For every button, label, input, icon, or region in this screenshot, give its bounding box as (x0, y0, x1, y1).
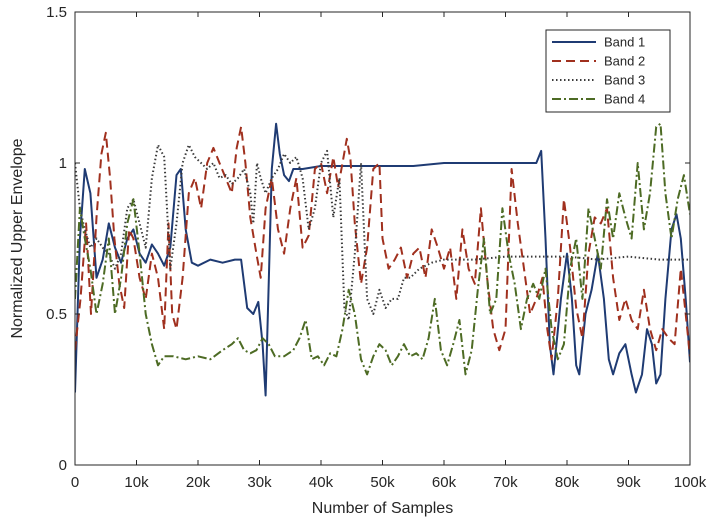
x-tick-label: 20k (186, 474, 211, 491)
plot-lines (75, 122, 690, 397)
x-tick-label: 0 (71, 474, 79, 491)
legend: Band 1 Band 2 Band 3 Band 4 (545, 29, 671, 113)
y-tick-label: 1 (59, 155, 67, 172)
x-axis-label: Number of Samples (312, 500, 453, 517)
y-tick-label: 1.5 (46, 4, 67, 21)
x-tick-label: 60k (432, 474, 457, 491)
series-line-band-2 (75, 125, 690, 361)
y-axis-ticks: 0 0.5 1 1.5 (46, 4, 690, 474)
x-tick-label: 10k (124, 474, 149, 491)
x-axis-ticks: 0 10k 20k 30k 40k 50k 60k 70k 80k 90k 100k (71, 12, 707, 491)
legend-label-band-2: Band 2 (604, 54, 645, 69)
y-tick-label: 0 (59, 457, 67, 474)
legend-label-band-4: Band 4 (604, 92, 645, 107)
x-tick-label: 40k (309, 474, 334, 491)
y-axis-label: Normalized Upper Envelope (9, 138, 26, 338)
legend-label-band-3: Band 3 (604, 73, 645, 88)
x-tick-label: 50k (370, 474, 395, 491)
x-tick-label: 100k (674, 474, 707, 491)
series-line-band-4 (75, 122, 690, 376)
legend-label-band-1: Band 1 (604, 35, 645, 50)
x-tick-label: 90k (616, 474, 641, 491)
y-tick-label: 0.5 (46, 306, 67, 323)
series-line-band-1 (75, 122, 690, 397)
x-tick-label: 80k (555, 474, 580, 491)
x-tick-label: 30k (247, 474, 272, 491)
legend-box (545, 29, 671, 113)
x-tick-label: 70k (493, 474, 518, 491)
